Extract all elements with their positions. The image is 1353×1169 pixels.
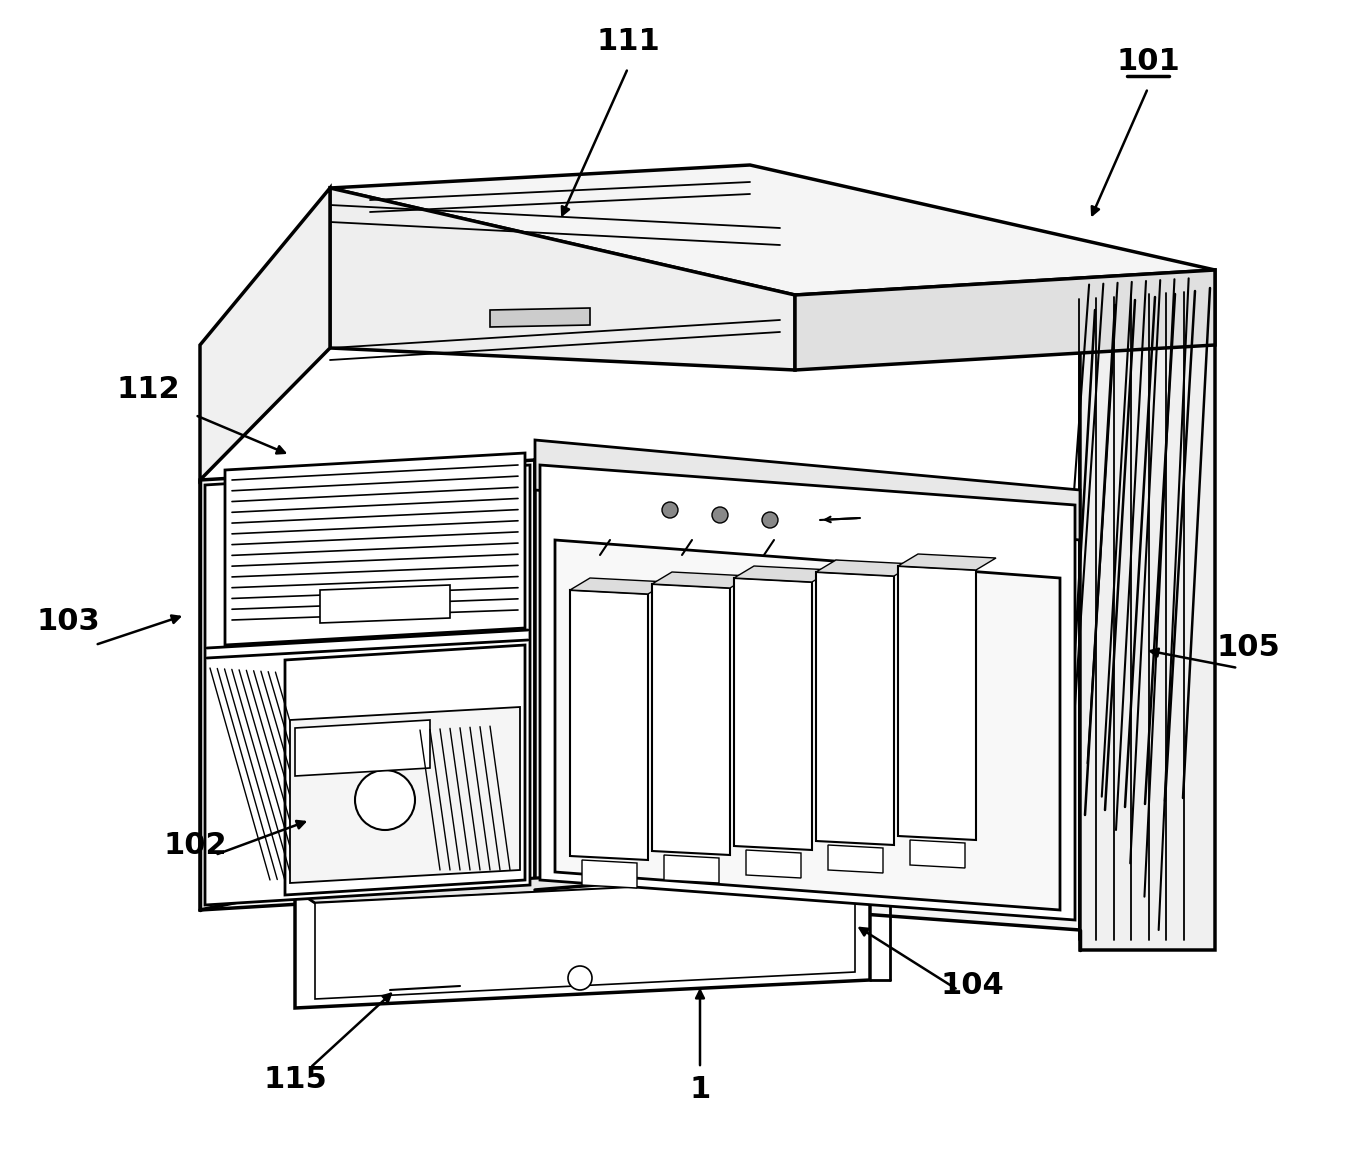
Polygon shape xyxy=(1080,270,1215,950)
Polygon shape xyxy=(330,165,1215,295)
Text: 104: 104 xyxy=(940,970,1004,999)
Polygon shape xyxy=(330,188,796,371)
Polygon shape xyxy=(200,188,330,480)
Polygon shape xyxy=(733,577,812,850)
Polygon shape xyxy=(746,850,801,878)
Polygon shape xyxy=(295,862,890,902)
Text: 111: 111 xyxy=(597,28,660,56)
Polygon shape xyxy=(911,841,965,869)
Text: 103: 103 xyxy=(37,608,100,636)
Polygon shape xyxy=(570,577,668,594)
Polygon shape xyxy=(652,572,750,588)
Polygon shape xyxy=(664,855,718,883)
Polygon shape xyxy=(898,566,976,841)
Polygon shape xyxy=(582,860,637,888)
Text: 105: 105 xyxy=(1216,634,1280,663)
Text: 102: 102 xyxy=(164,830,227,859)
Polygon shape xyxy=(816,560,915,576)
Circle shape xyxy=(662,502,678,518)
Polygon shape xyxy=(534,459,1080,931)
Polygon shape xyxy=(828,845,884,873)
Text: 101: 101 xyxy=(1116,48,1180,76)
Polygon shape xyxy=(898,554,996,570)
Polygon shape xyxy=(321,584,451,623)
Polygon shape xyxy=(816,572,894,845)
Text: 112: 112 xyxy=(116,375,180,404)
Circle shape xyxy=(712,507,728,523)
Circle shape xyxy=(762,512,778,528)
Polygon shape xyxy=(285,645,525,895)
Polygon shape xyxy=(490,307,590,327)
Polygon shape xyxy=(295,862,870,1008)
Polygon shape xyxy=(200,459,534,909)
Polygon shape xyxy=(540,465,1076,920)
Circle shape xyxy=(354,770,415,830)
Polygon shape xyxy=(206,465,530,905)
Polygon shape xyxy=(570,590,648,860)
Polygon shape xyxy=(225,454,525,645)
Polygon shape xyxy=(290,707,520,883)
Circle shape xyxy=(568,966,593,990)
Polygon shape xyxy=(534,440,1080,540)
Text: 1: 1 xyxy=(690,1075,710,1105)
Polygon shape xyxy=(796,270,1215,371)
Polygon shape xyxy=(555,540,1059,909)
Polygon shape xyxy=(733,566,832,582)
Polygon shape xyxy=(652,584,731,855)
Text: 115: 115 xyxy=(262,1065,327,1094)
Polygon shape xyxy=(315,876,855,999)
Polygon shape xyxy=(295,720,430,776)
